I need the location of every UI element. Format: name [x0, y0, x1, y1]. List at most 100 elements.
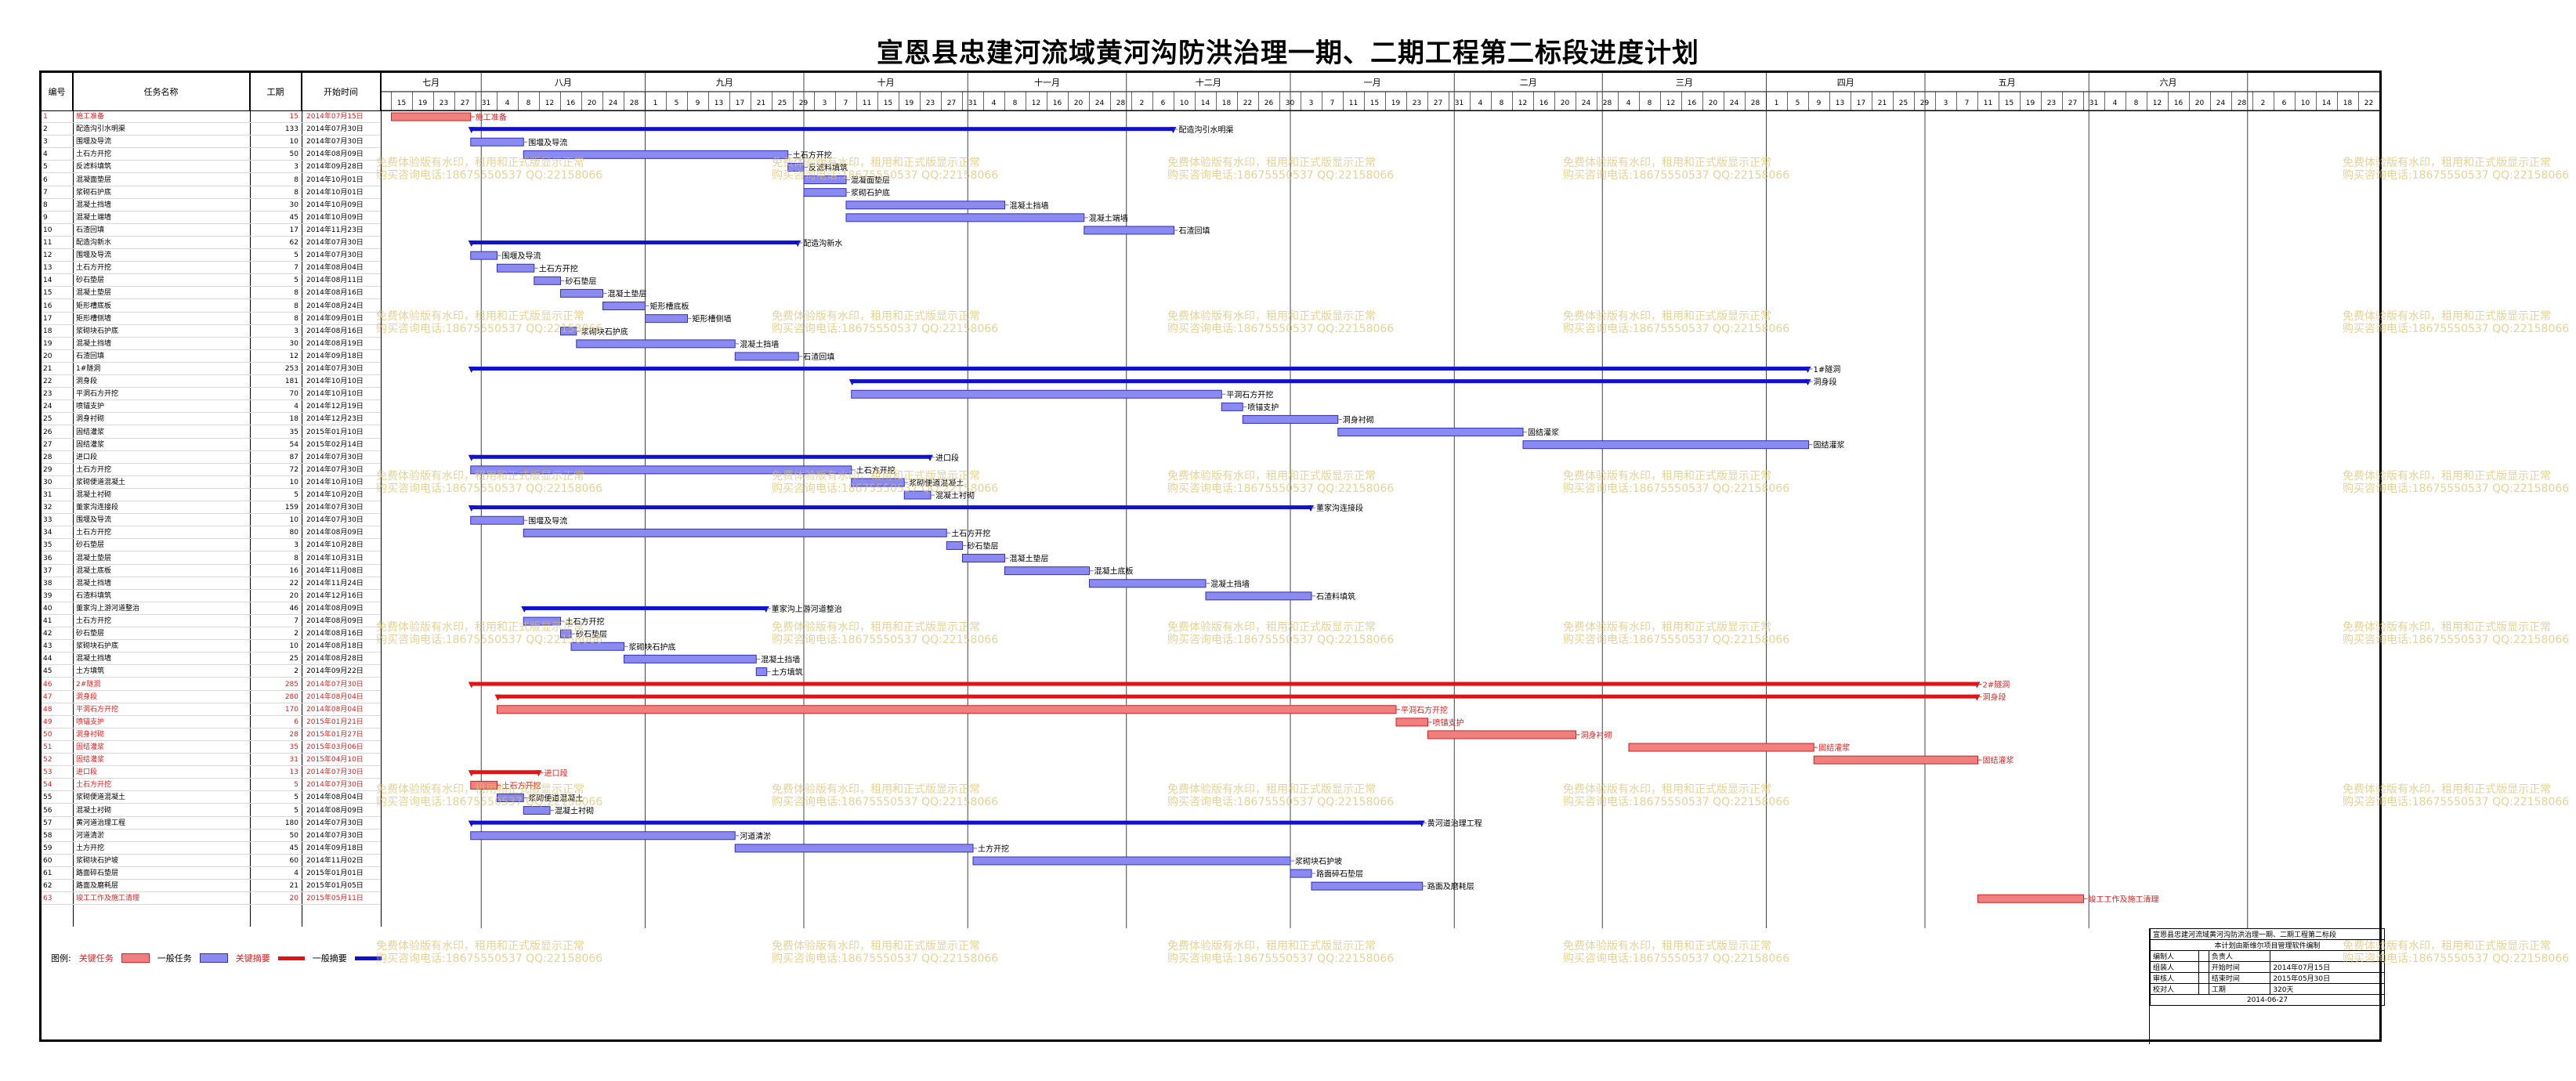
task-bar[interactable] — [1221, 402, 1243, 411]
task-bar[interactable] — [391, 112, 472, 121]
task-bar[interactable] — [560, 288, 603, 298]
table-row[interactable]: 46 2#隧洞 285 2014年07月30日 — [42, 678, 381, 691]
table-row[interactable]: 12 围堰及导流 5 2014年07月30日 — [42, 249, 381, 262]
table-row[interactable]: 54 土石方开挖 5 2014年07月30日 — [42, 779, 381, 792]
task-bar[interactable] — [1242, 414, 1339, 424]
table-row[interactable]: 37 混凝土底板 16 2014年11月08日 — [42, 565, 381, 577]
table-row[interactable]: 42 砂石垫层 2 2014年08月16日 — [42, 627, 381, 641]
summary-bar[interactable] — [497, 694, 1978, 699]
task-bar[interactable] — [1205, 591, 1312, 601]
table-row[interactable]: 24 喷锚支护 4 2014年12月19日 — [42, 400, 381, 414]
summary-bar[interactable] — [470, 454, 931, 459]
table-row[interactable]: 14 砂石垫层 5 2014年08月11日 — [42, 274, 381, 287]
task-bar[interactable] — [624, 654, 757, 663]
table-row[interactable]: 55 浆砌便道混凝土 5 2014年08月04日 — [42, 791, 381, 804]
task-bar[interactable] — [1311, 881, 1424, 891]
table-row[interactable]: 31 混凝土衬砌 5 2014年10月20日 — [42, 489, 381, 502]
summary-bar[interactable] — [470, 770, 540, 775]
summary-bar[interactable] — [523, 606, 767, 610]
table-row[interactable]: 56 混凝土衬砌 5 2014年08月09日 — [42, 804, 381, 817]
summary-bar[interactable] — [470, 505, 1312, 510]
summary-bar[interactable] — [470, 240, 799, 245]
table-row[interactable]: 10 石渣回填 17 2014年11月23日 — [42, 224, 381, 237]
table-row[interactable]: 3 围堰及导流 10 2014年07月30日 — [42, 136, 381, 149]
table-row[interactable]: 47 洞身段 280 2014年08月04日 — [42, 691, 381, 703]
table-row[interactable]: 52 固结灌浆 31 2015年04月10日 — [42, 754, 381, 767]
summary-bar[interactable] — [470, 682, 1978, 686]
task-bar[interactable] — [1290, 869, 1312, 878]
task-bar[interactable] — [1004, 566, 1090, 576]
table-row[interactable]: 11 配造沟新水 62 2014年07月30日 — [42, 237, 381, 250]
task-bar[interactable] — [1084, 226, 1174, 235]
task-bar[interactable] — [1089, 579, 1207, 588]
task-bar[interactable] — [1395, 718, 1428, 727]
table-row[interactable]: 39 石渣料填筑 20 2014年12月16日 — [42, 590, 381, 602]
task-bar[interactable] — [576, 339, 736, 349]
table-row[interactable]: 40 董家沟上游河道整治 46 2014年08月09日 — [42, 602, 381, 615]
table-row[interactable]: 41 土石方开挖 7 2014年08月09日 — [42, 615, 381, 628]
table-row[interactable]: 32 董家沟连接段 159 2014年07月30日 — [42, 501, 381, 515]
task-bar[interactable] — [845, 213, 1085, 222]
task-bar[interactable] — [734, 844, 974, 853]
task-bar[interactable] — [645, 314, 688, 324]
task-bar[interactable] — [602, 302, 646, 311]
task-bar[interactable] — [470, 251, 497, 260]
task-bar[interactable] — [497, 705, 1397, 714]
table-row[interactable]: 4 土石方开挖 50 2014年08月09日 — [42, 148, 381, 161]
table-row[interactable]: 9 混凝土端墙 45 2014年10月09日 — [42, 212, 381, 224]
task-bar[interactable] — [803, 188, 847, 197]
table-row[interactable]: 2 配造沟引水明渠 133 2014年07月30日 — [42, 123, 381, 136]
task-bar[interactable] — [1977, 894, 2084, 903]
table-row[interactable]: 45 土方填筑 2 2014年09月22日 — [42, 665, 381, 678]
table-row[interactable]: 60 浆砌块石护坡 60 2014年11月02日 — [42, 855, 381, 867]
table-row[interactable]: 28 进口段 87 2014年07月30日 — [42, 451, 381, 464]
task-bar[interactable] — [1427, 730, 1576, 739]
table-row[interactable]: 26 固结灌浆 35 2015年01月10日 — [42, 426, 381, 439]
table-row[interactable]: 62 路面及磨耗层 21 2015年01月05日 — [42, 880, 381, 893]
task-bar[interactable] — [962, 554, 1005, 563]
table-row[interactable]: 53 进口段 13 2014年07月30日 — [42, 766, 381, 779]
table-row[interactable]: 27 固结灌浆 54 2015年02月14日 — [42, 439, 381, 451]
summary-bar[interactable] — [470, 367, 1809, 371]
task-bar[interactable] — [734, 352, 799, 361]
table-row[interactable]: 33 围堰及导流 10 2014年07月30日 — [42, 514, 381, 527]
table-row[interactable]: 7 浆砌石护底 8 2014年10月01日 — [42, 186, 381, 199]
summary-bar[interactable] — [470, 127, 1174, 132]
table-row[interactable]: 30 浆砌便道混凝土 10 2014年10月10日 — [42, 476, 381, 489]
task-bar[interactable] — [946, 540, 963, 550]
table-row[interactable]: 35 砂石垫层 3 2014年10月28日 — [42, 539, 381, 552]
table-row[interactable]: 44 混凝土挡墙 25 2014年08月28日 — [42, 653, 381, 666]
table-row[interactable]: 51 固结灌浆 35 2015年03月06日 — [42, 741, 381, 754]
table-row[interactable]: 36 混凝土垫层 8 2014年10月31日 — [42, 552, 381, 565]
task-bar[interactable] — [523, 528, 947, 537]
task-bar[interactable] — [851, 389, 1222, 399]
table-row[interactable]: 22 洞身段 181 2014年10月10日 — [42, 375, 381, 389]
table-row[interactable]: 20 石渣回填 12 2014年09月18日 — [42, 350, 381, 363]
task-bar[interactable] — [972, 856, 1291, 866]
table-row[interactable]: 38 混凝土挡墙 22 2014年11月24日 — [42, 577, 381, 590]
table-row[interactable]: 21 1#隧洞 253 2014年07月30日 — [42, 363, 381, 376]
table-row[interactable]: 57 黄河道治理工程 180 2014年07月30日 — [42, 817, 381, 830]
task-bar[interactable] — [470, 831, 736, 841]
table-row[interactable]: 61 路面碎石垫层 4 2015年01月01日 — [42, 867, 381, 880]
table-row[interactable]: 1 施工准备 15 2014年07月15日 — [42, 110, 381, 124]
task-bar[interactable] — [497, 263, 535, 273]
table-row[interactable]: 13 土石方开挖 7 2014年08月04日 — [42, 262, 381, 275]
task-bar[interactable] — [1628, 743, 1814, 752]
table-row[interactable]: 25 洞身衬砌 18 2014年12月23日 — [42, 413, 381, 426]
table-row[interactable]: 16 矩形槽底板 8 2014年08月24日 — [42, 300, 381, 313]
task-bar[interactable] — [1522, 440, 1809, 450]
task-bar[interactable] — [845, 201, 1005, 210]
table-row[interactable]: 8 混凝土挡墙 30 2014年10月09日 — [42, 199, 381, 212]
table-row[interactable]: 63 竣工工作及施工清理 20 2015年05月11日 — [42, 892, 381, 906]
table-row[interactable]: 48 平洞石方开挖 170 2014年08月04日 — [42, 703, 381, 716]
table-row[interactable]: 34 土石方开挖 80 2014年08月09日 — [42, 526, 381, 540]
task-bar[interactable] — [1813, 755, 1978, 765]
task-bar[interactable] — [470, 515, 524, 525]
table-row[interactable]: 59 土方开挖 45 2014年09月18日 — [42, 842, 381, 855]
task-bar[interactable] — [755, 667, 768, 676]
table-row[interactable]: 29 土石方开挖 72 2014年07月30日 — [42, 464, 381, 476]
table-row[interactable]: 5 反滤料填筑 3 2014年09月28日 — [42, 161, 381, 174]
table-row[interactable]: 49 喷锚支护 6 2015年01月21日 — [42, 716, 381, 728]
summary-bar[interactable] — [851, 379, 1809, 384]
